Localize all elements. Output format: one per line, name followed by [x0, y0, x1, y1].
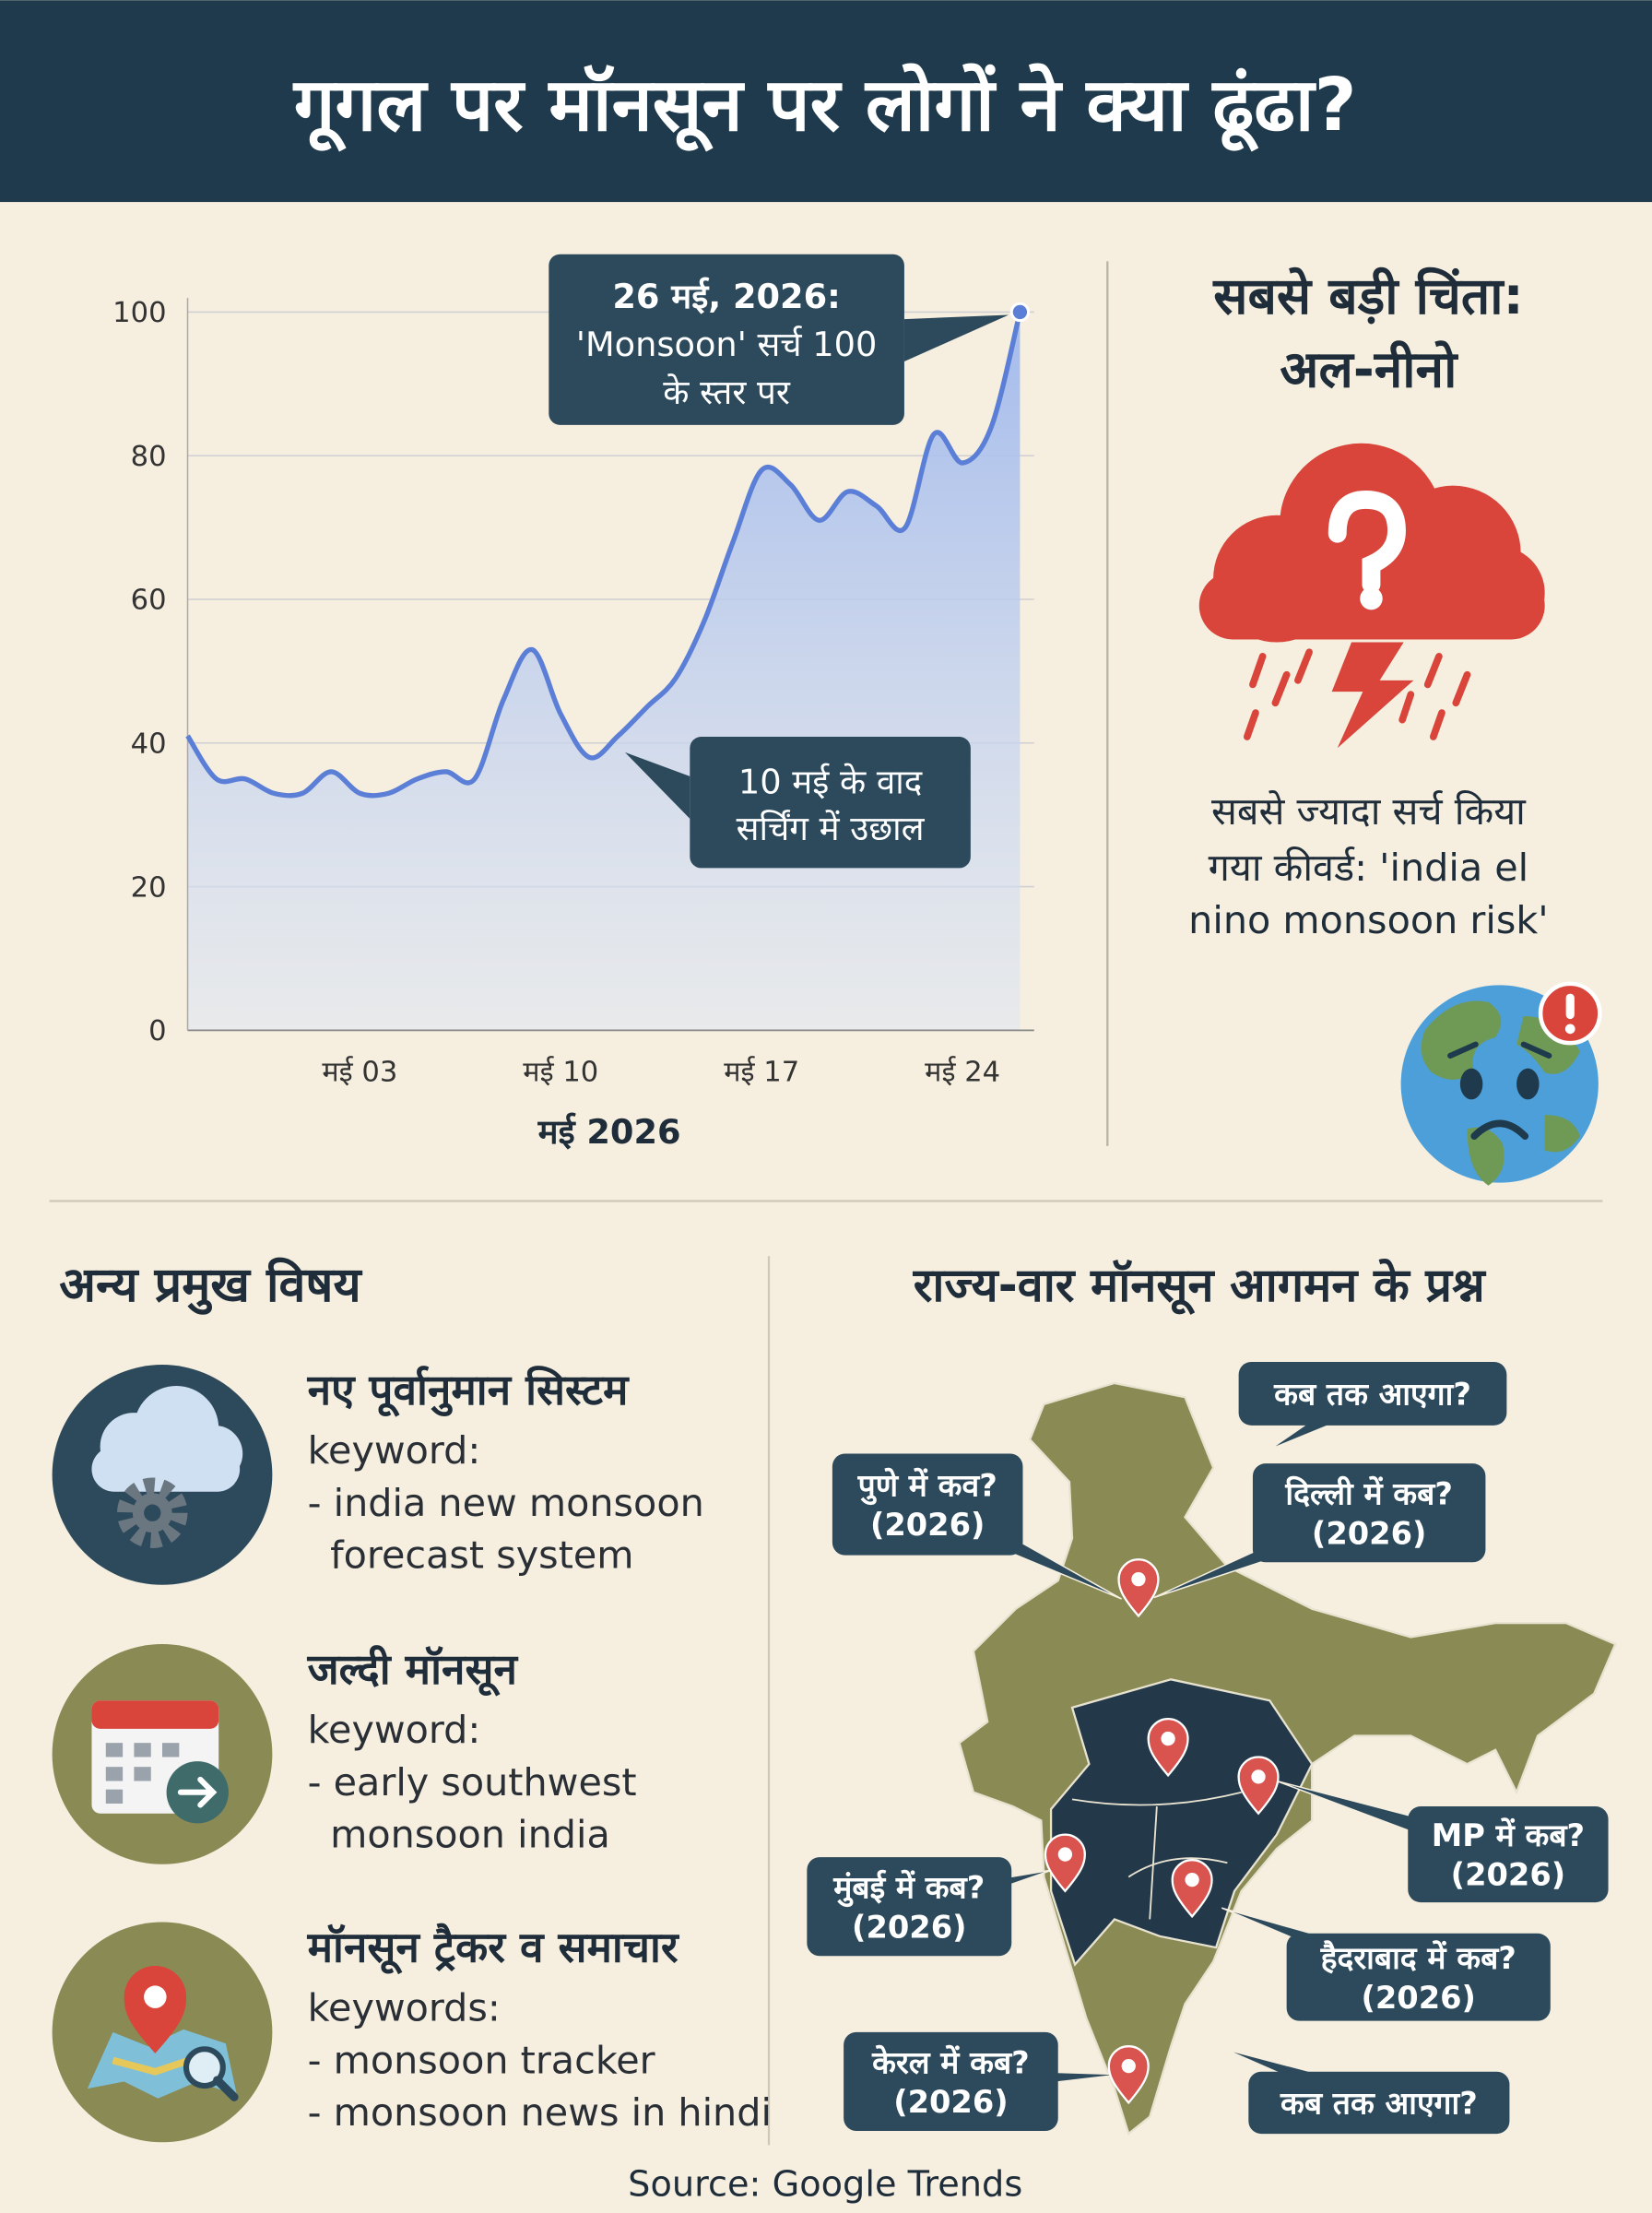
callout-text: केरल में कब? — [871, 2044, 1030, 2080]
callout-box — [1286, 1933, 1551, 2021]
map-pin-dot — [1185, 1872, 1199, 1888]
line — [185, 311, 1023, 799]
map-pin-dot — [1131, 1572, 1146, 1587]
y-tick-label: 100 — [112, 297, 166, 329]
callout-text: कब तक आएगा? — [1273, 1377, 1471, 1413]
callout-text: MP में कब? — [1432, 1817, 1585, 1853]
topic-keyword: - india new monsoon — [308, 1481, 704, 1525]
concern-title: अल-नीनो — [1280, 340, 1458, 399]
concern-text: सबसे ज्यादा सर्च किया — [1211, 789, 1527, 834]
annotation-text: 26 मई, 2026: — [612, 277, 840, 316]
map-pin-dot — [1161, 1731, 1175, 1746]
header-bar — [0, 0, 1652, 203]
forecast-icon — [52, 1365, 273, 1585]
section-title: अन्य प्रमुख विषय — [59, 1257, 362, 1315]
callout-text: पुणे में कव? — [857, 1467, 997, 1505]
map-pin — [1044, 1833, 1086, 1893]
line-chart: 0 20 40 60 80 100 मई 03 मई 10 मई 17 मई 24 मई 2026 2… — [112, 254, 1034, 1152]
concern-text: गया कीवर्ड: 'india el — [1209, 846, 1529, 890]
callouts: कब तक आएगा?पुणे में कव?(2026)दिल्ली में … — [807, 1361, 1609, 2135]
map-pin — [1107, 2045, 1150, 2105]
annotation-box — [690, 737, 971, 869]
topic-list: नए पूर्वानुमान सिस्टम keyword: - india new… — [307, 1365, 772, 2135]
callout-text: (2026) — [1312, 1515, 1426, 1551]
annotation-pointer — [624, 751, 690, 819]
topic-keyword: monsoon india — [330, 1812, 610, 1856]
topic-keyword: - monsoon tracker — [308, 2038, 655, 2082]
y-tick-label: 80 — [131, 441, 167, 473]
x-tick-label: मई 03 — [322, 1055, 397, 1088]
callout-text: मुंबई में कब? — [832, 1870, 985, 1908]
callout-box — [832, 1453, 1023, 1556]
storm-cloud-icon — [1198, 443, 1545, 749]
topic-title: जल्दी मॉनसून — [307, 1644, 519, 1697]
topic-keyword: - monsoon news in hindi — [308, 2090, 772, 2135]
topic-keyword: keyword: — [308, 1708, 481, 1752]
x-tick-label: मई 17 — [724, 1055, 799, 1088]
concern-text: nino monsoon risk' — [1188, 898, 1548, 942]
y-tick-label: 40 — [131, 728, 167, 761]
annotation-text: 10 मई के वाद — [738, 762, 923, 801]
x-tick-label: मई 24 — [925, 1055, 1000, 1088]
callout-box — [1408, 1806, 1609, 1903]
x-tick-label: मई 10 — [523, 1055, 598, 1088]
callout-box — [1248, 2071, 1510, 2135]
map-pins — [1044, 1558, 1280, 2105]
callout-box — [1238, 1361, 1507, 1426]
map-pin-dot — [1121, 2058, 1136, 2074]
map-pin-dot — [1251, 1769, 1266, 1784]
map-pin — [1147, 1718, 1189, 1778]
callout-text: (2026) — [893, 2084, 1008, 2120]
map-pin — [1117, 1558, 1160, 1618]
callout-text: (2026) — [1362, 1980, 1476, 2016]
annotation-box — [549, 254, 904, 425]
map-pin-dot — [1057, 1847, 1073, 1862]
callout-text: (2026) — [1451, 1857, 1565, 1893]
map-pin — [1171, 1859, 1213, 1919]
topic-keyword: - early southwest — [308, 1760, 637, 1805]
map-pin — [1237, 1756, 1280, 1816]
callout-box — [1252, 1463, 1486, 1563]
end-point — [1009, 302, 1031, 323]
callout-text: (2026) — [852, 1909, 966, 1945]
annotation-text: के स्तर पर — [663, 373, 791, 412]
topic-keyword: forecast system — [330, 1533, 633, 1577]
map-tracker-icon — [52, 1922, 273, 2143]
callout-box — [807, 1857, 1012, 1957]
callout-text: (2026) — [870, 1507, 985, 1543]
callout-text: कब तक आएगा? — [1280, 2086, 1478, 2122]
callout-text: दिल्ली में कब? — [1284, 1476, 1452, 1512]
source: Source: Google Trends — [628, 2163, 1022, 2205]
worried-globe-icon — [1400, 981, 1602, 1186]
topic-keyword: keywords: — [308, 1986, 501, 2030]
y-tick-label: 0 — [148, 1015, 166, 1047]
annotation-text: सर्चिंग में उछाल — [737, 809, 926, 848]
concern-title: सबसे बड़ी चिंता: — [1212, 266, 1523, 325]
calendar-icon — [52, 1644, 273, 1864]
page-title: गूगल पर मॉनसून पर लोगों ने क्या ढूंढा? — [292, 62, 1357, 152]
topic-keyword: keyword: — [308, 1428, 481, 1473]
topic-title: मॉनसून ट्रैकर व समाचार — [307, 1922, 680, 1974]
x-axis-title: मई 2026 — [537, 1112, 681, 1152]
annotation-text: 'Monsoon' सर्च 100 — [576, 325, 878, 364]
y-tick-label: 60 — [131, 585, 167, 617]
y-tick-label: 20 — [131, 871, 167, 904]
topic-title: नए पूर्वानुमान सिस्टम — [307, 1365, 630, 1417]
callout-box — [844, 2031, 1058, 2132]
annotation-pointer — [903, 314, 1009, 361]
callout-text: हैदराबाद में कब? — [1320, 1940, 1516, 1976]
section-title: राज्य-वार मॉनसून आगमन के प्रश्न — [913, 1258, 1487, 1315]
